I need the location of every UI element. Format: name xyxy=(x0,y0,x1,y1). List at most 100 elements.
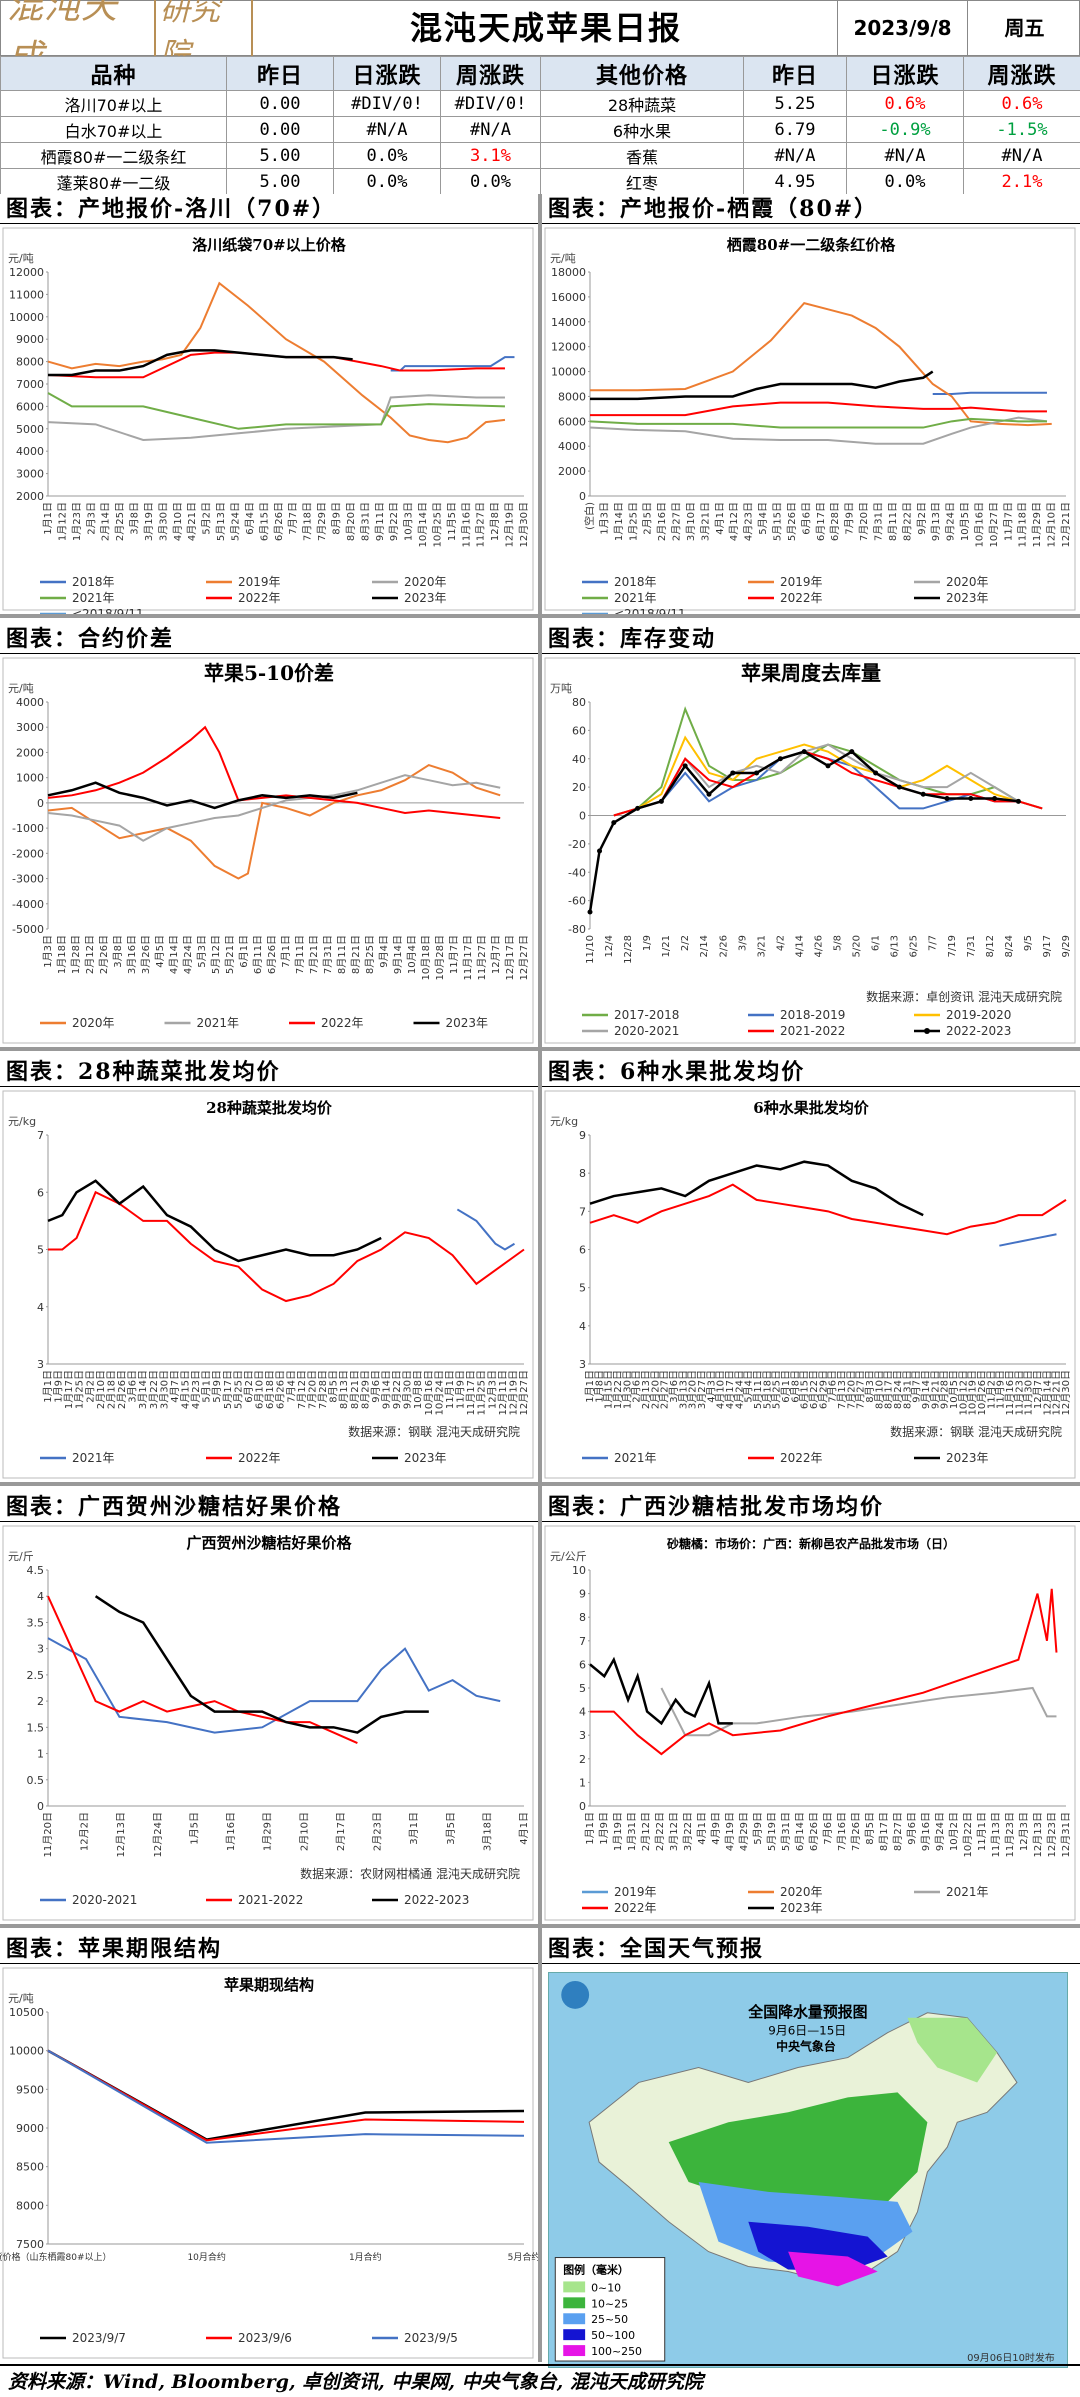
panel-title: 图表：广西贺州沙糖桔好果价格 xyxy=(0,1492,538,1522)
x-tick-label: 8月27日 xyxy=(892,1812,904,1851)
x-tick-label: 5月13日 xyxy=(215,502,227,541)
x-tick-label: 12月19日 xyxy=(504,502,516,547)
legend-label: 2020年 xyxy=(780,1885,823,1899)
x-tick-label: 2月13日 xyxy=(640,1370,652,1409)
panel-title: 图表：全国天气预报 xyxy=(542,1934,1080,1964)
y-tick-label: 1 xyxy=(37,1748,44,1761)
panel-title: 图表：6种水果批发均价 xyxy=(542,1057,1080,1087)
chart-title: 28种蔬菜批发均价 xyxy=(206,1099,333,1117)
x-tick-label: 8月11日 xyxy=(336,935,348,974)
price-table-column-header: 日涨跌 xyxy=(333,56,441,91)
x-tick-label: 1月1日 xyxy=(584,1812,596,1845)
x-tick-label: 3月20日 xyxy=(687,1370,699,1409)
x-tick-label: 12月8日 xyxy=(489,502,501,541)
x-tick-label: 4月23日 xyxy=(190,1370,202,1409)
chart-frame xyxy=(2,1090,534,1479)
x-tick-label: 3月26日 xyxy=(140,935,152,974)
y-tick-label: 8500 xyxy=(16,2161,44,2174)
series-line xyxy=(590,301,1052,427)
x-tick-label: 2月23日 xyxy=(372,1812,384,1851)
price-table-cell: 0.0% xyxy=(440,168,541,195)
legend-label: 2021-2022 xyxy=(238,1893,303,1907)
legend-label: 2020年 xyxy=(946,575,989,589)
y-tick-label: 9 xyxy=(579,1588,586,1601)
x-tick-label: 2月14日 xyxy=(100,502,112,541)
series-point xyxy=(730,770,736,776)
panel-inventory: 图表：库存变动 苹果周度去库量 万吨 -80 -60 -40 -20 0 20 40 60 80 11… xyxy=(542,624,1080,1047)
series-line xyxy=(47,1595,358,1744)
x-tick-label: 6月11日 xyxy=(252,935,264,974)
x-tick-label: 1月3日 xyxy=(598,502,610,535)
legend-label: 2020-2021 xyxy=(614,1024,679,1038)
x-tick-label: (空白) xyxy=(583,502,596,530)
x-tick-label: 4/26 xyxy=(813,935,824,957)
y-tick-label: 2000 xyxy=(558,465,586,478)
series-line xyxy=(589,416,1048,445)
panel-guangxi-orange: 图表：广西沙糖桔批发市场均价 砂糖橘：市场价：广西：新柳邑农产品批发市场（日） 元… xyxy=(542,1492,1080,1924)
x-tick-label: 10月27日 xyxy=(988,502,1000,547)
x-tick-label: 6月15日 xyxy=(799,1370,811,1409)
x-tick-label: 2/26 xyxy=(718,935,729,957)
legend-label: 2017-2018 xyxy=(614,1008,679,1022)
x-tick-label: 2月10日 xyxy=(95,1370,107,1409)
panel-title: 图表：广西沙糖桔批发市场均价 xyxy=(542,1492,1080,1522)
series-line xyxy=(613,750,1043,817)
x-tick-label: 7月7日 xyxy=(287,502,299,535)
chart-title: 砂糖橘：市场价：广西：新柳邑农产品批发市场（日） xyxy=(666,1536,955,1551)
price-table-cell: 洛川70#以上 xyxy=(0,90,227,117)
x-tick-label: 6月17日 xyxy=(815,502,827,541)
y-tick-label: 12000 xyxy=(551,341,586,354)
price-table-cell: 白水70#以上 xyxy=(0,116,227,143)
x-tick-label: 9月6日 xyxy=(906,1812,918,1845)
map-legend-title: 图例（毫米） xyxy=(563,2262,629,2276)
x-tick-label: 2月12日 xyxy=(84,935,96,974)
x-tick-label: 10月2日 xyxy=(948,1812,960,1851)
chart-title: 广西贺州沙糖桔好果价格 xyxy=(186,1534,352,1552)
legend-label: 2022年 xyxy=(238,591,281,605)
x-tick-label: 7月31日 xyxy=(872,502,884,541)
x-tick-label: 11月29日 xyxy=(1031,502,1043,547)
legend-label: 2022-2023 xyxy=(404,1893,469,1907)
y-tick-label: 2 xyxy=(37,1695,44,1708)
x-tick-label: 2月27日 xyxy=(659,1370,671,1409)
price-table-row: 洛川70#以上 0.00 #DIV/0! #DIV/0! 28种蔬菜 5.25 0.6% 0.… xyxy=(0,90,1080,117)
x-tick-label: 7月6日 xyxy=(822,1812,834,1845)
x-tick-label: 1月9日 xyxy=(598,1812,610,1845)
series-line xyxy=(589,417,1047,429)
series-line xyxy=(47,774,501,842)
chart-frame xyxy=(2,657,534,1044)
x-tick-label: 6月29日 xyxy=(817,1370,829,1409)
x-tick-label: 2月17日 xyxy=(335,1812,347,1851)
x-tick-label: 12月17日 xyxy=(504,935,516,980)
report-title: 混沌天成苹果日报 xyxy=(409,9,682,47)
series-point xyxy=(682,763,688,769)
price-table-column-header: 昨日 xyxy=(226,56,334,91)
x-tick-label: 7月20日 xyxy=(858,502,870,541)
x-tick-label: 6月4日 xyxy=(244,502,256,535)
chart-guangxi-orange: 砂糖橘：市场价：广西：新柳邑农产品批发市场（日） 元/公斤 0 1 2 3 4 5 6 7 8 9 10… xyxy=(544,1525,1076,1921)
x-tick-label: 6月26日 xyxy=(808,1812,820,1851)
price-table-header: 品种 昨日 日涨跌 周涨跌 其他价格 昨日 日涨跌 周涨跌 xyxy=(0,56,1080,91)
legend-label: 2023年 xyxy=(404,1451,447,1465)
chart-ylabel: 元/公斤 xyxy=(550,1550,587,1563)
x-tick-label: 10月14日 xyxy=(417,502,429,547)
y-tick-label: 9 xyxy=(579,1129,586,1142)
series-line xyxy=(636,706,1043,810)
y-tick-label: 11000 xyxy=(9,288,44,301)
legend-label: 2023/9/7 xyxy=(72,2331,126,2345)
series-line xyxy=(999,1233,1057,1247)
x-tick-label: 1月25日 xyxy=(74,1370,86,1409)
x-tick-label: 9月6日 xyxy=(370,1370,382,1403)
series-point xyxy=(944,795,950,801)
x-tick-label: 11月13日 xyxy=(990,1812,1002,1857)
x-tick-label: 6月1日 xyxy=(780,1370,792,1403)
x-tick-label: 11/10 xyxy=(585,935,596,964)
x-tick-label: 7/19 xyxy=(947,935,958,957)
x-tick-label: 9月16日 xyxy=(920,1812,932,1851)
y-tick-label: 80 xyxy=(572,696,586,709)
y-tick-label: 0 xyxy=(37,797,44,810)
chart-ylabel: 元/吨 xyxy=(8,1992,34,2005)
x-tick-label: 7月27日 xyxy=(855,1370,867,1409)
